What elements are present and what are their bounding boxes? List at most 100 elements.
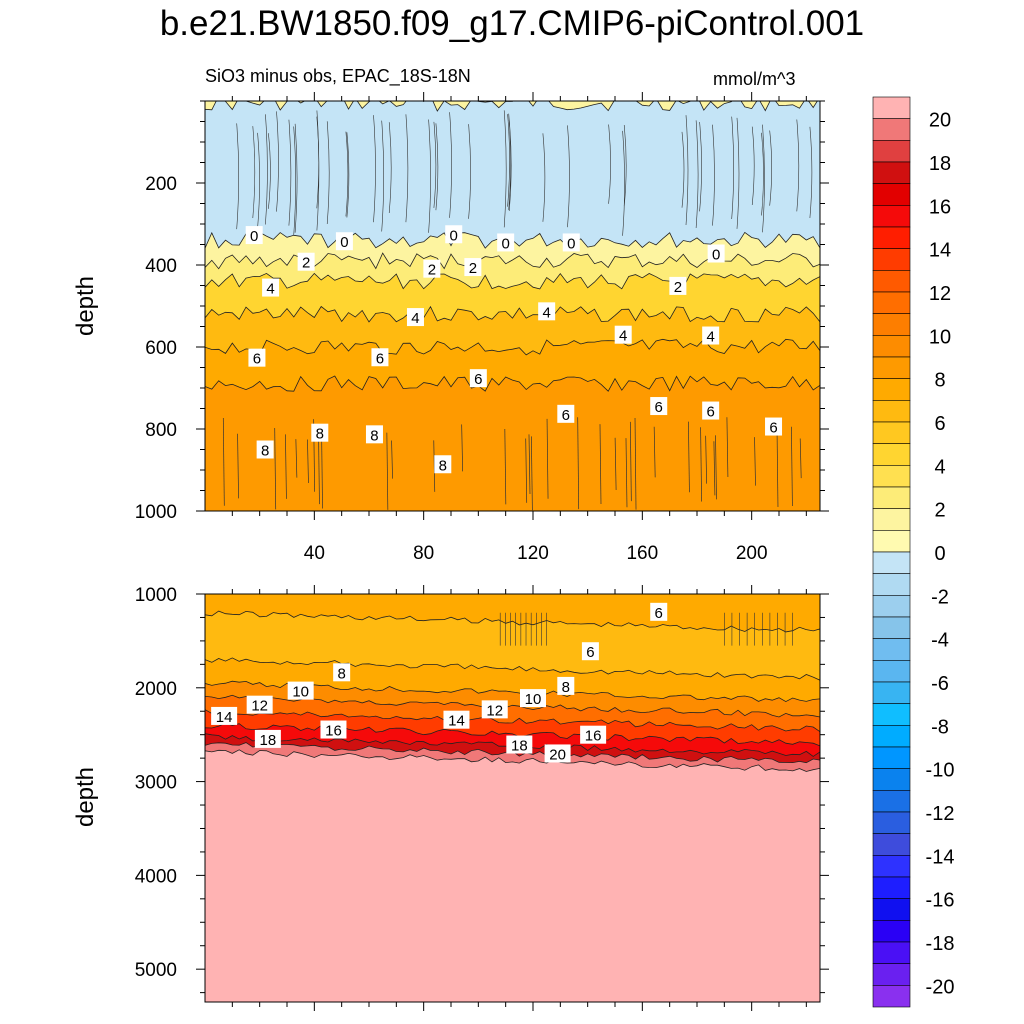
contour-label: 0 (250, 228, 258, 245)
contour-label-box (650, 602, 668, 621)
upper-contour-band (205, 339, 820, 392)
upper-noise-contour (751, 126, 755, 206)
upper-noise-contour (799, 438, 802, 479)
upper-noise-contour (796, 119, 800, 212)
colorbar-tick-label: -12 (926, 803, 955, 825)
contour-label: 10 (525, 691, 542, 708)
colorbar-box (872, 335, 911, 358)
colorbar-box (872, 378, 911, 401)
contour-label: 12 (486, 702, 503, 719)
upper-noise-contour (507, 114, 510, 207)
contour-label-box (335, 232, 353, 251)
lower-contour-line (205, 657, 820, 681)
upper-noise-contour (736, 117, 740, 229)
colorbar-box (872, 768, 911, 791)
colorbar-tick-label: -16 (926, 890, 955, 912)
x-tick-label: 80 (413, 543, 434, 564)
upper-noise-contour (252, 126, 256, 219)
contour-label: 6 (474, 371, 482, 388)
colorbar-box (872, 140, 911, 163)
colorbar-box (872, 356, 911, 379)
y-tick-label: 1000 (135, 502, 177, 523)
colorbar-box (872, 616, 911, 639)
colorbar-box (872, 486, 911, 509)
colorbar-tick-label: -18 (926, 933, 955, 955)
upper-noise-contour (405, 114, 409, 223)
contour-label-box (481, 700, 508, 719)
upper-noise-contour (222, 417, 225, 506)
contour-label-box (311, 423, 329, 442)
colorbar-tick-label: -4 (931, 630, 949, 652)
contour-label-box (544, 744, 571, 763)
contour-label: 8 (316, 426, 324, 443)
upper-noise-contour (435, 123, 439, 211)
upper-noise-contour (316, 116, 320, 209)
contour-label-box (245, 226, 263, 245)
contour-label-box (581, 642, 599, 661)
upper-noise-contour (577, 417, 580, 510)
upper-noise-contour (433, 440, 436, 492)
y-tick-label: 2000 (135, 679, 177, 700)
contour-label: 0 (501, 235, 509, 252)
colorbar-box (872, 421, 911, 444)
upper-noise-contour (428, 119, 431, 233)
lower-contour-band (205, 695, 820, 732)
upper-noise-contour (685, 115, 689, 226)
upper-noise-contour (265, 114, 268, 225)
upper-noise-contour (625, 438, 628, 508)
colorbar-tick-label: -14 (926, 846, 955, 868)
upper-noise-contour (391, 440, 393, 479)
upper-contour-line (205, 375, 820, 392)
contour-label-box (497, 233, 515, 252)
contour-label: 14 (448, 713, 465, 730)
colorbar-box (872, 746, 911, 769)
contour-label-box (702, 401, 720, 420)
upper-contour-line (205, 305, 820, 323)
y-tick-label: 4000 (135, 866, 177, 887)
contour-label-box (445, 225, 463, 244)
colorbar-box (872, 876, 911, 899)
lower-contour-line (205, 722, 820, 747)
y-axis-label: depth (72, 767, 99, 827)
colorbar-box (872, 551, 911, 574)
lower-contour-band (205, 749, 820, 1002)
y-tick-label: 200 (145, 174, 177, 195)
contour-label: 8 (337, 665, 345, 682)
colorbar-box (872, 96, 911, 119)
colorbar-tick-label: 0 (934, 543, 945, 565)
lower-contour-line (205, 610, 820, 633)
colorbar-box (872, 855, 911, 878)
contour-label: 6 (586, 644, 594, 661)
upper-noise-contour (531, 436, 533, 511)
upper-contour-band (205, 101, 818, 111)
y-axis-label: depth (72, 276, 99, 336)
contour-label: 18 (260, 732, 277, 749)
upper-noise-contour (257, 132, 260, 228)
colorbar-box (872, 530, 911, 553)
y-tick-label: 5000 (135, 960, 177, 981)
colorbar-box (872, 703, 911, 726)
contour-label: 2 (469, 260, 477, 277)
upper-noise-contour (285, 434, 287, 499)
upper-noise-contour (546, 418, 549, 499)
colorbar-box (872, 790, 911, 813)
contour-label: 10 (292, 684, 309, 701)
upper-noise-contour (699, 121, 702, 212)
colorbar-tick-label: 2 (934, 500, 945, 522)
colorbar-tick-label: 6 (934, 413, 945, 435)
upper-noise-contour (449, 112, 452, 218)
upper-noise-contour (268, 133, 271, 209)
contour-label-box (557, 676, 575, 695)
colorbar-box (872, 118, 911, 141)
upper-noise-contour (503, 110, 507, 228)
colorbar-box (872, 898, 911, 921)
upper-contour-band (205, 273, 820, 322)
contour-label-box (254, 729, 281, 748)
contour-label-box (669, 276, 687, 295)
colorbar-box (872, 313, 911, 336)
contour-label-box (506, 735, 533, 754)
contour-label: 20 (549, 746, 566, 763)
contour-label: 6 (253, 351, 261, 368)
contour-label-box (371, 348, 389, 367)
